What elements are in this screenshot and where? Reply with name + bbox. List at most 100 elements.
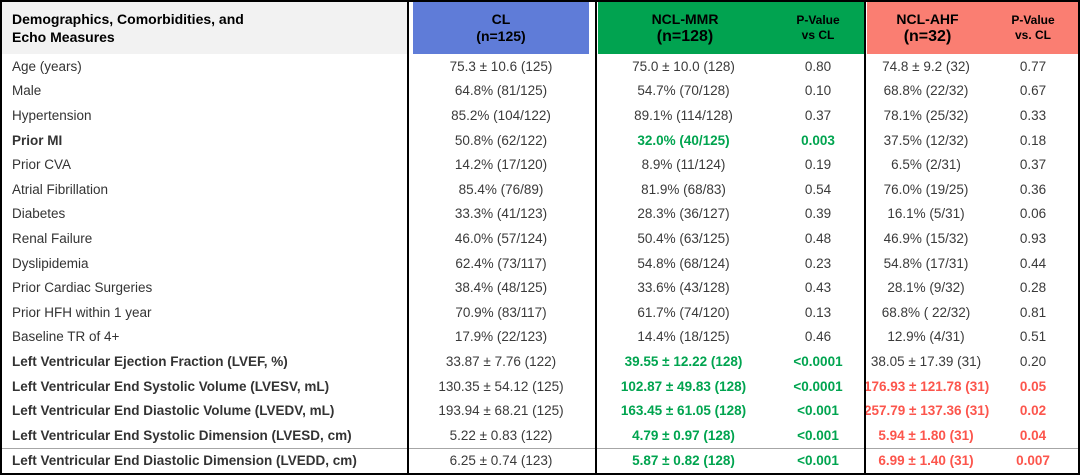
table-row: Renal Failure 46.0% (57/124) 50.4% (63/125… bbox=[2, 226, 1078, 251]
table-title-line2: Echo Measures bbox=[12, 29, 115, 45]
column-header-ncl-ahf-group: NCL-AHF (n=32) P-Value vs. CL bbox=[867, 2, 1078, 54]
column-header-pvalue-vs-cl-ahf: P-Value vs. CL bbox=[988, 2, 1078, 54]
row-label: Left Ventricular End Systolic Volume (LV… bbox=[12, 378, 330, 394]
ncl-mmr-value: 61.7% (74/120) bbox=[637, 304, 730, 320]
ncl-mmr-value: 32.0% (40/125) bbox=[637, 132, 730, 148]
table-title-line1: Demographics, Comorbidities, and bbox=[12, 11, 244, 27]
pvalue-vs-cl-mmr: <0.001 bbox=[797, 453, 839, 469]
ncl-mmr-value: 163.45 ± 61.05 (128) bbox=[620, 403, 747, 419]
ncl-ahf-value: 16.1% (5/31) bbox=[887, 206, 965, 222]
column-header-ncl-mmr: NCL-MMR (n=128) bbox=[598, 2, 772, 54]
pvalue-vs-cl-mmr: 0.46 bbox=[804, 329, 832, 345]
table-row: Left Ventricular End Diastolic Volume (L… bbox=[2, 398, 1078, 423]
column-header-ncl-mmr-group: NCL-MMR (n=128) P-Value vs CL bbox=[598, 2, 864, 54]
table-row: Atrial Fibrillation 85.4% (76/89) 81.9% (6… bbox=[2, 177, 1078, 202]
cl-value: 33.87 ± 7.76 (122) bbox=[445, 353, 557, 369]
pvalue-vs-cl-ahf: 0.20 bbox=[1019, 353, 1047, 369]
pvalue-header-line2: vs. CL bbox=[1014, 28, 1051, 42]
cl-value: 46.0% (57/124) bbox=[454, 230, 548, 246]
ncl-ahf-value: 6.99 ± 1.40 (31) bbox=[878, 453, 974, 469]
row-label: Renal Failure bbox=[12, 230, 93, 246]
pvalue-vs-cl-ahf: 0.36 bbox=[1019, 181, 1047, 197]
table-header-row: Demographics, Comorbidities, and Echo Me… bbox=[2, 2, 1078, 54]
cl-value: 64.8% (81/125) bbox=[454, 83, 548, 99]
row-label: Left Ventricular End Systolic Dimension … bbox=[12, 427, 352, 443]
column-header-ncl-ahf: NCL-AHF (n=32) bbox=[867, 2, 988, 54]
ncl-ahf-value: 76.0% (19/25) bbox=[883, 181, 969, 197]
table-row: Prior Cardiac Surgeries 38.4% (48/125) 33.… bbox=[2, 275, 1078, 300]
column-divider bbox=[407, 2, 409, 473]
column-header-pvalue-vs-cl-mmr: P-Value vs CL bbox=[772, 2, 864, 54]
pvalue-vs-cl-mmr: 0.48 bbox=[804, 230, 832, 246]
column-header-cl: CL (n=125) bbox=[413, 2, 589, 54]
cl-value: 17.9% (22/123) bbox=[454, 329, 548, 345]
table-body: Age (years) 75.3 ± 10.6 (125) 75.0 ± 10.0 … bbox=[2, 54, 1078, 473]
row-label: Left Ventricular End Diastolic Dimension… bbox=[12, 453, 357, 469]
pvalue-vs-cl-ahf: 0.44 bbox=[1019, 255, 1047, 271]
row-label: Male bbox=[12, 83, 42, 99]
cl-value: 85.2% (104/122) bbox=[451, 107, 551, 123]
pvalue-vs-cl-ahf: 0.007 bbox=[1016, 453, 1050, 469]
ncl-ahf-value: 68.8% ( 22/32) bbox=[881, 304, 971, 320]
pvalue-header-line2: vs CL bbox=[801, 28, 835, 42]
cl-value: 75.3 ± 10.6 (125) bbox=[449, 58, 553, 74]
cl-value: 14.2% (17/120) bbox=[454, 157, 548, 173]
ncl-ahf-value: 28.1% (9/32) bbox=[887, 280, 965, 296]
table-row: Left Ventricular End Diastolic Dimension… bbox=[2, 447, 1078, 474]
ncl-mmr-value: 14.4% (18/125) bbox=[637, 329, 730, 345]
ncl-ahf-value: 38.05 ± 17.39 (31) bbox=[870, 353, 982, 369]
ncl-mmr-value: 28.3% (36/127) bbox=[637, 206, 730, 222]
ncl-mmr-value: 50.4% (63/125) bbox=[637, 230, 730, 246]
cl-value: 85.4% (76/89) bbox=[458, 181, 544, 197]
cl-value: 62.4% (73/117) bbox=[455, 255, 547, 271]
cl-value: 130.35 ± 54.12 (125) bbox=[438, 378, 564, 394]
table-row: Dyslipidemia 62.4% (73/117) 54.8% (68/124)… bbox=[2, 251, 1078, 276]
row-label: Left Ventricular End Diastolic Volume (L… bbox=[12, 403, 335, 419]
pvalue-header-line1: P-Value bbox=[1011, 13, 1055, 27]
pvalue-vs-cl-mmr: 0.54 bbox=[804, 181, 832, 197]
pvalue-vs-cl-ahf: 0.18 bbox=[1019, 132, 1047, 148]
row-label: Dyslipidemia bbox=[12, 255, 89, 271]
row-label: Diabetes bbox=[12, 206, 66, 222]
table-row: Diabetes 33.3% (41/123) 28.3% (36/127) 0.39… bbox=[2, 202, 1078, 227]
pvalue-vs-cl-ahf: 0.77 bbox=[1019, 58, 1047, 74]
table-row: Hypertension 85.2% (104/122) 89.1% (114/12… bbox=[2, 103, 1078, 128]
cl-value: 193.94 ± 68.21 (125) bbox=[438, 403, 564, 419]
ncl-mmr-group-n: (n=128) bbox=[656, 28, 714, 45]
pvalue-vs-cl-mmr: 0.23 bbox=[804, 255, 832, 271]
pvalue-vs-cl-mmr: 0.13 bbox=[804, 304, 832, 320]
ncl-mmr-value: 54.7% (70/128) bbox=[637, 83, 730, 99]
row-label: Baseline TR of 4+ bbox=[12, 329, 120, 345]
cl-value: 70.9% (83/117) bbox=[455, 304, 547, 320]
cl-value: 38.4% (48/125) bbox=[454, 280, 548, 296]
pvalue-vs-cl-mmr: <0.0001 bbox=[793, 353, 843, 369]
cl-value: 33.3% (41/123) bbox=[454, 206, 548, 222]
ncl-ahf-value: 37.5% (12/32) bbox=[883, 132, 969, 148]
table-row: Prior MI 50.8% (62/122) 32.0% (40/125) 0.00… bbox=[2, 128, 1078, 153]
ncl-mmr-value: 8.9% (11/124) bbox=[641, 157, 726, 173]
table-row: Left Ventricular End Systolic Volume (LV… bbox=[2, 374, 1078, 399]
cl-value: 5.22 ± 0.83 (122) bbox=[449, 427, 553, 443]
table-row: Baseline TR of 4+ 17.9% (22/123) 14.4% (18… bbox=[2, 325, 1078, 350]
pvalue-vs-cl-mmr: 0.003 bbox=[801, 132, 835, 148]
ncl-ahf-group-n: (n=32) bbox=[903, 28, 952, 45]
ncl-ahf-value: 176.93 ± 121.78 (31) bbox=[864, 378, 990, 394]
table-row: Left Ventricular Ejection Fraction (LVEF… bbox=[2, 349, 1078, 374]
row-label: Age (years) bbox=[12, 58, 82, 74]
pvalue-vs-cl-ahf: 0.05 bbox=[1019, 378, 1047, 394]
pvalue-vs-cl-mmr: 0.43 bbox=[804, 280, 832, 296]
row-label: Prior Cardiac Surgeries bbox=[12, 280, 153, 296]
ncl-mmr-value: 89.1% (114/128) bbox=[634, 107, 733, 123]
pvalue-vs-cl-ahf: 0.04 bbox=[1019, 427, 1047, 443]
table-row: Prior CVA 14.2% (17/120) 8.9% (11/124) 0.19… bbox=[2, 152, 1078, 177]
ncl-mmr-value: 102.87 ± 49.83 (128) bbox=[620, 378, 747, 394]
ncl-mmr-value: 81.9% (68/83) bbox=[641, 181, 726, 197]
cl-value: 50.8% (62/122) bbox=[454, 132, 548, 148]
pvalue-header-line1: P-Value bbox=[796, 13, 840, 27]
pvalue-vs-cl-mmr: 0.80 bbox=[804, 58, 832, 74]
cl-group-n: (n=125) bbox=[476, 28, 526, 44]
table-row: Prior HFH within 1 year 70.9% (83/117) 61.… bbox=[2, 300, 1078, 325]
column-divider bbox=[595, 2, 597, 473]
pvalue-vs-cl-ahf: 0.51 bbox=[1019, 329, 1047, 345]
